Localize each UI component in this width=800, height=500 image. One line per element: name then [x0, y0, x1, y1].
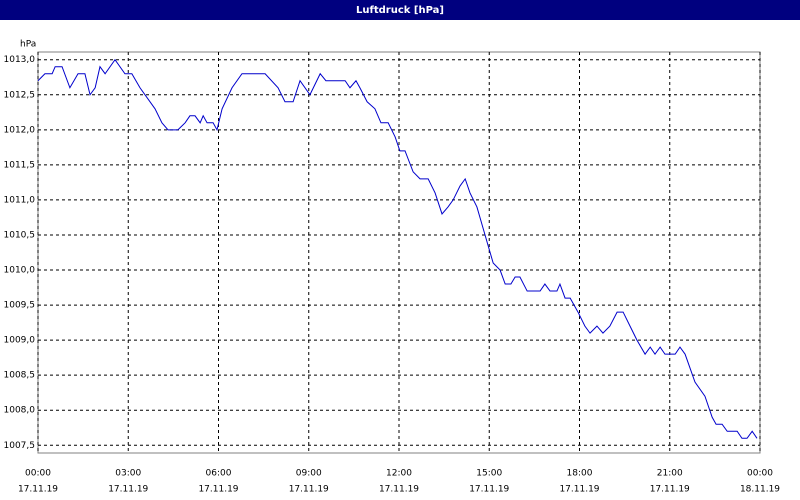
x-tick-label: 12:00 — [386, 469, 412, 479]
y-tick-label: 1009,5 — [4, 301, 36, 311]
x-tick-date: 17.11.19 — [18, 485, 58, 495]
y-tick-label: 1009,0 — [4, 336, 36, 346]
x-tick-date: 17.11.19 — [108, 485, 148, 495]
x-tick-date: 17.11.19 — [650, 485, 690, 495]
x-tick-label: 18:00 — [567, 469, 593, 479]
x-tick-label: 21:00 — [657, 469, 683, 479]
y-tick-label: 1012,0 — [4, 125, 36, 135]
y-unit: hPa — [20, 40, 36, 50]
data-line — [37, 58, 758, 439]
x-tick-date: 17.11.19 — [379, 485, 419, 495]
y-tick-label: 1011,0 — [4, 195, 36, 205]
x-tick-label: 09:00 — [296, 469, 322, 479]
y-tick-label: 1008,0 — [4, 406, 36, 416]
y-tick-label: 1010,0 — [4, 266, 36, 276]
y-tick-label: 1007,5 — [4, 441, 36, 451]
title-bar — [0, 0, 800, 20]
x-tick-date: 17.11.19 — [469, 485, 509, 495]
x-tick-label: 06:00 — [206, 469, 232, 479]
x-tick-date: 17.11.19 — [559, 485, 599, 495]
y-tick-label: 1013,0 — [4, 55, 36, 65]
x-tick-label: 00:00 — [25, 469, 51, 479]
x-tick-label: 03:00 — [115, 469, 141, 479]
y-tick-label: 1011,5 — [4, 160, 36, 170]
x-tick-label: 15:00 — [476, 469, 502, 479]
y-tick-label: 1008,5 — [4, 371, 36, 381]
x-tick-date: 17.11.19 — [198, 485, 238, 495]
y-tick-label: 1012,5 — [4, 90, 36, 100]
x-tick-date: 18.11.19 — [740, 485, 780, 495]
chart-title: Luftdruck [hPa] — [356, 5, 444, 16]
x-tick-date: 17.11.19 — [289, 485, 329, 495]
y-tick-label: 1010,5 — [4, 230, 36, 240]
x-tick-label: 00:00 — [747, 469, 773, 479]
